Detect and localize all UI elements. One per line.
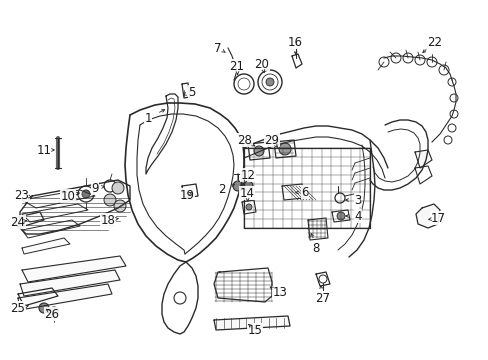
Text: 29: 29 [264, 134, 279, 147]
Text: 25: 25 [11, 302, 25, 315]
Circle shape [114, 200, 126, 212]
Circle shape [245, 204, 251, 210]
Text: 1: 1 [144, 112, 151, 125]
Polygon shape [22, 190, 95, 208]
Circle shape [49, 307, 59, 317]
Circle shape [243, 181, 252, 191]
Text: 17: 17 [429, 212, 445, 225]
Circle shape [104, 194, 116, 206]
Polygon shape [22, 220, 80, 238]
Text: 12: 12 [240, 168, 255, 181]
Text: 15: 15 [247, 324, 262, 337]
Text: 26: 26 [44, 307, 60, 320]
Text: 3: 3 [354, 194, 361, 207]
Text: 13: 13 [272, 287, 287, 300]
Text: 8: 8 [312, 242, 319, 255]
Text: 22: 22 [427, 36, 442, 49]
Text: 10: 10 [61, 189, 75, 202]
Circle shape [265, 78, 273, 86]
Polygon shape [415, 204, 439, 228]
Text: 9: 9 [91, 181, 99, 194]
Polygon shape [22, 256, 126, 282]
Text: 4: 4 [353, 210, 361, 222]
Text: 5: 5 [188, 86, 195, 99]
Circle shape [279, 143, 290, 155]
Circle shape [232, 181, 243, 191]
Text: 21: 21 [229, 59, 244, 72]
Text: 20: 20 [254, 58, 269, 71]
Text: 19: 19 [179, 189, 194, 202]
Polygon shape [20, 270, 120, 296]
Polygon shape [18, 284, 112, 310]
Polygon shape [22, 204, 88, 222]
Polygon shape [214, 316, 289, 330]
Circle shape [336, 212, 345, 220]
Text: 11: 11 [37, 144, 51, 157]
Circle shape [82, 190, 90, 198]
Text: 7: 7 [214, 41, 221, 54]
Text: 27: 27 [315, 292, 330, 305]
Circle shape [39, 303, 49, 313]
Polygon shape [414, 150, 431, 168]
Text: 6: 6 [301, 185, 308, 198]
Text: 16: 16 [287, 36, 302, 49]
Text: 24: 24 [10, 216, 25, 229]
Circle shape [253, 146, 264, 156]
Text: 28: 28 [237, 134, 252, 147]
Text: 18: 18 [101, 213, 115, 226]
Polygon shape [22, 238, 70, 254]
Circle shape [112, 182, 124, 194]
Text: 14: 14 [239, 186, 254, 199]
Text: 23: 23 [15, 189, 29, 202]
Text: 2: 2 [218, 183, 225, 195]
